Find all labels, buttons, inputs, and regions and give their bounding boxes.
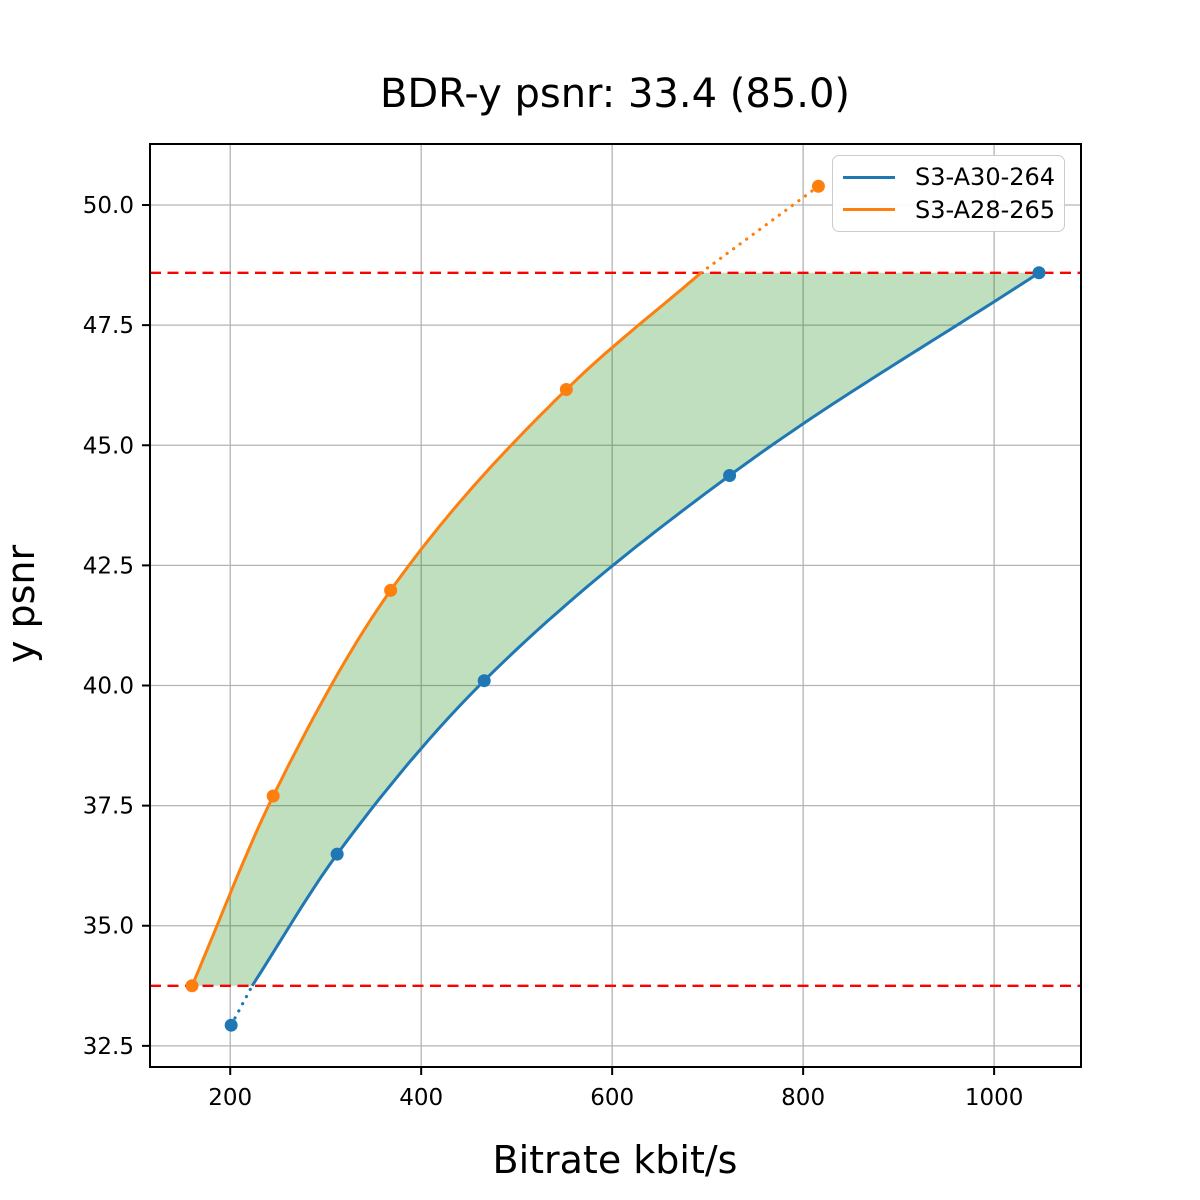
- y-tick-label: 40.0: [83, 673, 134, 699]
- data-point-marker: [185, 979, 199, 993]
- data-point-marker: [384, 583, 398, 597]
- y-tick-label: 37.5: [83, 794, 134, 820]
- x-tick-label: 1000: [965, 1085, 1024, 1111]
- data-point-marker: [1032, 266, 1046, 280]
- y-tick-label: 50.0: [83, 193, 134, 219]
- y-tick-label: 35.0: [83, 914, 134, 940]
- y-tick-label: 47.5: [83, 313, 134, 339]
- x-tick-label: 600: [590, 1085, 634, 1111]
- data-point-marker: [723, 469, 737, 483]
- legend-label: S3-A28-265: [915, 195, 1056, 224]
- series-line-s3-a28-265: [190, 271, 702, 987]
- y-tick-label: 42.5: [83, 553, 134, 579]
- x-axis-label: Bitrate kbit/s: [493, 1138, 738, 1182]
- data-point-marker: [811, 179, 825, 193]
- y-axis-label: y psnr: [0, 545, 43, 664]
- legend-line-sample-blue: [843, 175, 895, 179]
- chart-title: BDR-y psnr: 33.4 (85.0): [380, 71, 850, 117]
- legend: S3-A30-264 S3-A28-265: [832, 155, 1065, 232]
- fill-layer: [192, 272, 1039, 986]
- legend-line-sample-orange: [843, 208, 895, 212]
- data-point-marker: [266, 789, 280, 803]
- data-point-marker: [559, 383, 573, 397]
- x-tick-label: 200: [208, 1085, 252, 1111]
- tick-labels-layer: 200 400 600 800 1000 32.5 35.0 37.5 40.0 42.5 45.0…: [83, 193, 1024, 1111]
- plot-border: [149, 143, 1082, 1068]
- series-dotted-extension-s3-a30-264: [229, 984, 254, 1027]
- axes-layer: [142, 143, 1082, 1075]
- series-layer: [190, 184, 1040, 1027]
- x-tick-label: 400: [399, 1085, 443, 1111]
- bd-overlap-region: [192, 272, 1039, 986]
- legend-item: S3-A28-265: [843, 195, 1056, 224]
- markers-layer: [185, 179, 1046, 1032]
- legend-item: S3-A30-264: [843, 163, 1056, 192]
- legend-label: S3-A30-264: [915, 163, 1056, 192]
- x-tick-label: 800: [781, 1085, 825, 1111]
- y-tick-label: 32.5: [83, 1034, 134, 1060]
- data-point-marker: [224, 1018, 238, 1032]
- data-point-marker: [330, 847, 344, 861]
- series-dotted-extension-s3-a28-265: [699, 184, 821, 275]
- y-tick-label: 45.0: [83, 433, 134, 459]
- hlines-layer: [150, 271, 1081, 987]
- series-line-s3-a30-264: [250, 271, 1040, 987]
- data-point-marker: [477, 674, 491, 688]
